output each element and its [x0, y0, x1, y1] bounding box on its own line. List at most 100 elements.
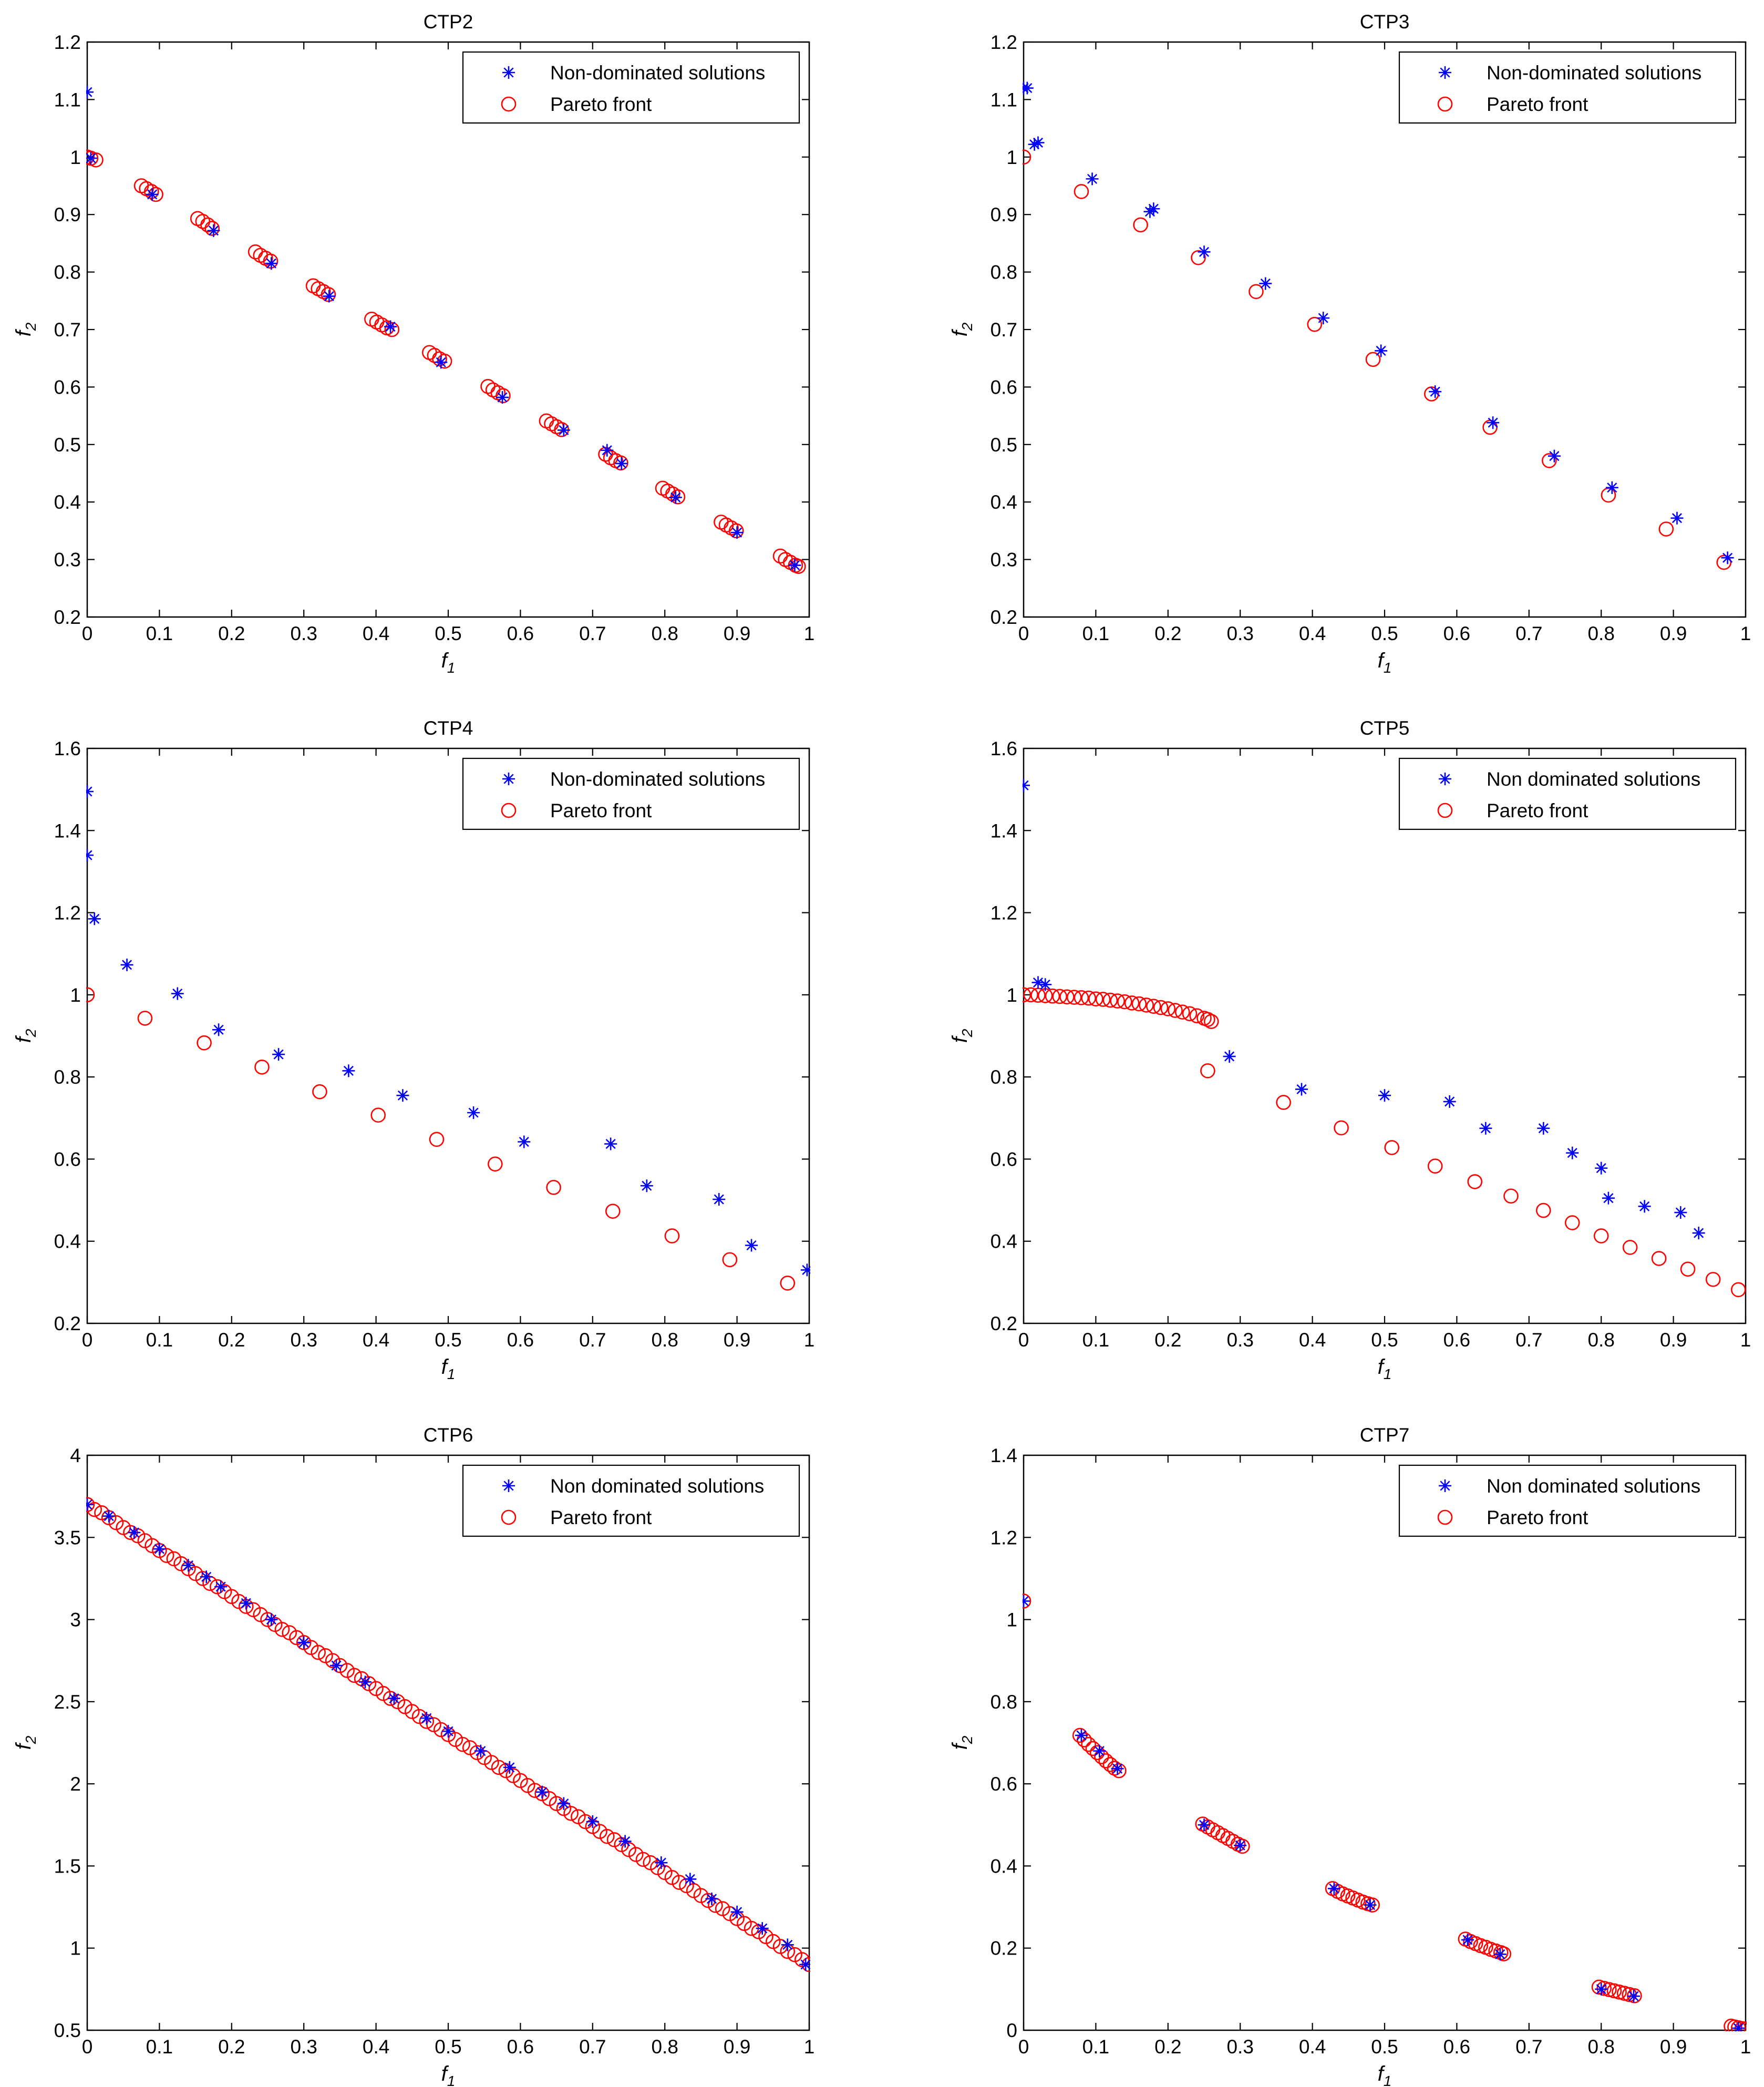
non-dominated-point [146, 188, 159, 201]
non-dominated-point [604, 1137, 617, 1150]
pareto-front-point [1139, 998, 1154, 1013]
y-tick-label: 0.5 [54, 434, 81, 456]
x-tick-label: 0 [1018, 1329, 1029, 1351]
y-tick-label: 1 [70, 1938, 81, 1959]
y-tick-label: 1 [70, 147, 81, 168]
y-tick-label: 3 [70, 1609, 81, 1631]
pareto-front-point [1023, 987, 1039, 1003]
non-dominated-point [1295, 1083, 1308, 1096]
chart-title: CTP3 [1360, 11, 1410, 33]
non-dominated-point [1039, 978, 1052, 991]
legend-box [462, 757, 800, 830]
pareto-front-point [791, 559, 806, 574]
pareto-front-point [1059, 989, 1075, 1005]
x-tick-label: 0.3 [1226, 1329, 1253, 1351]
y-tick-label: 0.4 [991, 1855, 1017, 1877]
pareto-front-point [1612, 1985, 1627, 2000]
y-axis-label: f2 [12, 1735, 39, 1750]
x-tick-label: 0.1 [1082, 1329, 1109, 1351]
pareto-front-point [1716, 554, 1732, 570]
x-tick-label: 0.7 [579, 623, 606, 644]
y-tick-label: 2 [70, 1773, 81, 1795]
non-dominated-point [384, 320, 397, 333]
non-dominated-point [1317, 312, 1330, 325]
legend-star-marker [1439, 773, 1451, 785]
non-dominated-point [1378, 1089, 1391, 1102]
non-dominated-point [435, 356, 448, 369]
non-dominated-point [1023, 1595, 1030, 1608]
non-dominated-point [128, 1526, 141, 1539]
chart-title: CTP2 [424, 11, 473, 33]
pareto-front-point [1606, 1983, 1622, 1999]
non-dominated-point [88, 912, 101, 926]
pareto-front-point [1203, 1014, 1219, 1029]
y-tick-label: 0.4 [991, 1231, 1017, 1252]
pareto-front-point [1045, 988, 1060, 1004]
non-dominated-point [1031, 976, 1045, 989]
y-tick-label: 1 [1006, 984, 1017, 1006]
y-tick-label: 0.5 [54, 2020, 81, 2041]
non-dominated-point [1198, 1818, 1211, 1832]
legend-label-pareto: Pareto front [550, 800, 652, 821]
x-tick-label: 0.8 [1587, 1329, 1614, 1351]
x-tick-label: 0.8 [651, 1329, 678, 1351]
non-dominated-point [1732, 2022, 1745, 2031]
legend-label-nondominated: Non-dominated solutions [550, 768, 765, 790]
non-dominated-point [214, 1580, 228, 1593]
legend-circle-marker [501, 803, 517, 818]
legend: Non dominated solutions Pareto front [1398, 1464, 1737, 1537]
y-tick-label: 0.8 [991, 1691, 1017, 1713]
y-tick-label: 0.6 [54, 1148, 81, 1170]
pareto-front-point [1727, 2019, 1742, 2031]
y-tick-label: 0.5 [991, 434, 1017, 456]
y-tick-label: 0.2 [54, 1313, 81, 1334]
non-dominated-point [1721, 551, 1734, 564]
data-points [1023, 779, 1746, 1298]
pareto-front-point [1089, 1745, 1105, 1761]
y-tick-label: 3.5 [54, 1527, 81, 1548]
pareto-front-point [1168, 1003, 1183, 1018]
non-dominated-point [323, 290, 336, 303]
non-dominated-point [496, 391, 509, 404]
non-dominated-point [1595, 1982, 1608, 1996]
chart-ctp6: CTP6 0 0.1 0.2 0.3 0.4 0.5 0.6 0.7 0.8 0.9 1 0.5 1 1.5… [12, 1424, 814, 2087]
non-dominated-point [1023, 81, 1034, 95]
x-tick-label: 0.1 [146, 1329, 173, 1351]
y-tick-label: 0.8 [991, 1066, 1017, 1088]
legend-circle-marker [501, 1509, 517, 1525]
x-axis-label: f1 [441, 649, 456, 676]
y-axis-label: f2 [12, 322, 39, 336]
y-tick-label: 0.7 [991, 319, 1017, 341]
y-tick-label: 0.4 [54, 491, 81, 513]
pareto-front-point [1200, 1063, 1215, 1078]
x-tick-label: 0.9 [724, 623, 750, 644]
legend-label-nondominated: Non dominated solutions [1487, 1475, 1700, 1497]
x-tick-label: 0.5 [1371, 623, 1398, 644]
legend-label-nondominated: Non-dominated solutions [550, 62, 765, 84]
x-tick-label: 0.8 [651, 2036, 678, 2058]
non-dominated-point [474, 1744, 487, 1757]
non-dominated-point [1093, 1744, 1106, 1757]
non-dominated-point [557, 424, 570, 437]
non-dominated-point [265, 1613, 278, 1626]
y-tick-label: 1.1 [54, 89, 81, 110]
legend-label-nondominated: Non dominated solutions [1487, 768, 1700, 790]
x-tick-label: 0.2 [1154, 1329, 1181, 1351]
pareto-front-point [455, 1736, 470, 1752]
pareto-front-point [1153, 1000, 1169, 1015]
x-tick-label: 0.6 [1443, 623, 1470, 644]
legend-circle-marker [1437, 1509, 1453, 1525]
non-dominated-point [1638, 1200, 1651, 1213]
pareto-front-point [1705, 1272, 1721, 1287]
pareto-front-point [1052, 989, 1067, 1004]
x-tick-label: 0.1 [1082, 623, 1109, 644]
x-tick-label: 0 [82, 623, 93, 644]
legend: Non-dominated solutions Pareto front [462, 51, 800, 124]
non-dominated-point [615, 457, 628, 470]
chart-title: CTP4 [424, 717, 473, 739]
x-tick-label: 0.3 [290, 1329, 317, 1351]
pareto-front-point [1023, 987, 1031, 1003]
chart-title: CTP5 [1360, 717, 1410, 739]
x-tick-label: 0.9 [1660, 2036, 1687, 2058]
